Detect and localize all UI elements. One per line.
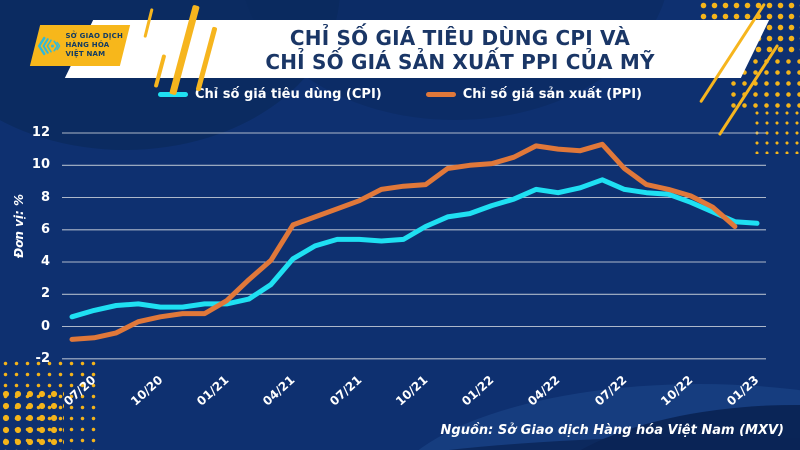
logo-text: SỞ GIAO DỊCH HÀNG HÓA VIỆT NAM [65,32,123,59]
logo-text-line3: VIỆT NAM [65,50,106,59]
logo: SỞ GIAO DỊCH HÀNG HÓA VIỆT NAM [35,25,125,66]
mxv-chevrons-icon [37,36,61,55]
page-title-line1: CHỈ SỐ GIÁ TIÊU DÙNG CPI VÀ [289,26,631,50]
y-tick-label-2: 2 [40,286,50,302]
legend-label-ppi: Chỉ số giá sản xuất (PPI) [462,86,642,102]
y-tick-label-4: 4 [40,254,50,269]
halftone-dots-bottom-left-large [0,388,64,450]
legend-item-ppi: Chỉ số giá sản xuất (PPI) [425,86,642,102]
page-title-line2: CHỈ SỐ GIÁ SẢN XUẤT PPI CỦA MỸ [265,50,655,75]
y-tick-label-0: 0 [40,318,50,334]
ppi-line-swatch [425,91,456,97]
legend-item-cpi: Chỉ số giá tiêu dùng (CPI) [157,86,382,102]
ppi-line [69,141,738,342]
y-axis-title: Đơn vị: % [12,193,26,259]
page-title: CHỈ SỐ GIÁ TIÊU DÙNG CPI VÀ CHỈ SỐ GIÁ S… [160,26,760,75]
y-tick-label-10: 10 [31,157,50,173]
chart-legend: Chỉ số giá tiêu dùng (CPI) Chỉ số giá sả… [0,84,800,104]
y-tick-label-8: 8 [40,189,50,205]
logo-plate: SỞ GIAO DỊCH HÀNG HÓA VIỆT NAM [29,25,131,66]
logo-text-line1: SỞ GIAO DỊCH [65,31,123,40]
cpi-line [69,177,760,320]
legend-label-cpi: Chỉ số giá tiêu dùng (CPI) [194,86,382,102]
y-tick-label--2: -2 [35,350,50,366]
y-tick-label-6: 6 [40,221,50,237]
logo-text-line2: HÀNG HÓA [65,40,110,49]
halftone-dots-top-right-3 [752,108,800,154]
source-note: Nguồn: Sở Giao dịch Hàng hóa Việt Nam (M… [440,423,784,438]
y-tick-label-12: 12 [31,125,50,140]
